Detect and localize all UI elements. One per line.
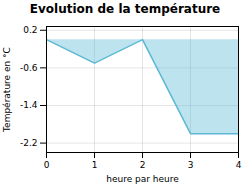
svg-text:heure par heure: heure par heure [106,174,179,184]
svg-text:-1.4: -1.4 [20,100,38,110]
svg-text:-2.2: -2.2 [20,138,38,148]
svg-text:2: 2 [140,160,146,170]
svg-text:-0.6: -0.6 [20,63,38,73]
svg-text:0.2: 0.2 [23,25,37,35]
svg-text:Température en °C: Température en °C [2,47,12,133]
html-text:Evolution de la température: Evolution de la température [29,2,221,16]
svg-text:3: 3 [188,160,194,170]
svg-text:4: 4 [236,160,242,170]
svg-text:0: 0 [44,160,50,170]
svg-text:1: 1 [92,160,98,170]
